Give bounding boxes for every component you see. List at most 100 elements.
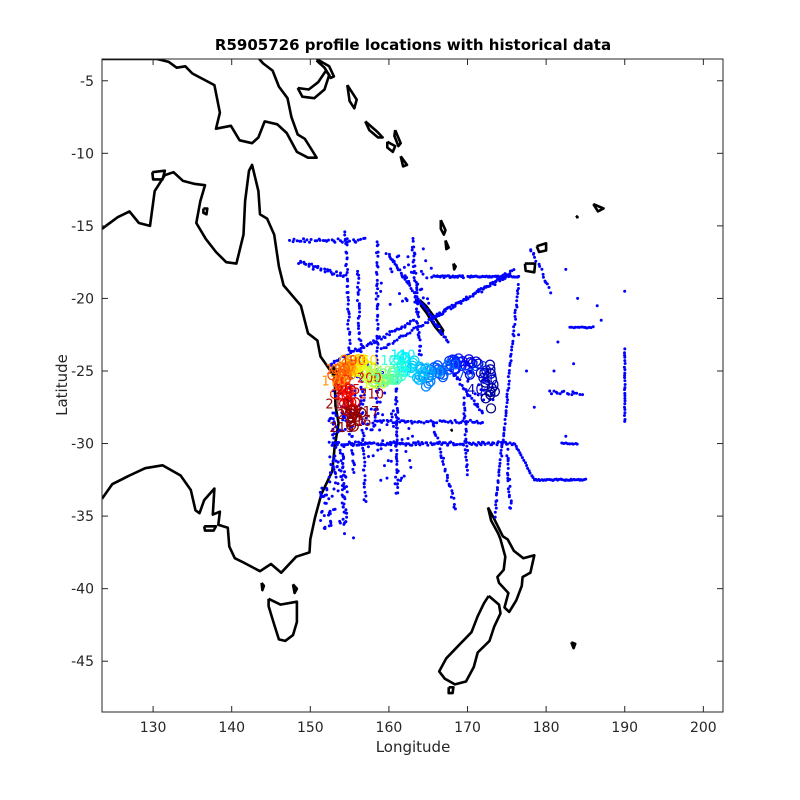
historical-point [334, 425, 338, 429]
profile-location [463, 354, 475, 365]
historical-point [316, 264, 320, 268]
historical-point [552, 369, 556, 373]
historical-point [328, 471, 332, 475]
historical-point [398, 268, 402, 272]
historical-point [343, 233, 347, 237]
historical-point [482, 398, 486, 402]
y-tick-label: -25 [71, 364, 94, 380]
historical-point [332, 359, 336, 363]
historical-point [352, 471, 356, 474]
historical-point [340, 501, 344, 505]
historical-point [347, 432, 351, 436]
historical-point [344, 475, 348, 479]
historical-point [329, 463, 333, 466]
historical-point [412, 318, 416, 322]
historical-point [473, 392, 477, 396]
coastline-vanuatu-1 [439, 219, 447, 236]
historical-point [395, 255, 399, 259]
historical-point [347, 298, 350, 302]
historical-point [493, 283, 497, 287]
historical-point [421, 296, 425, 300]
profile-number-label: 205 [336, 383, 361, 398]
historical-point [514, 444, 518, 448]
historical-point [441, 460, 445, 463]
historical-point [519, 453, 523, 457]
historical-point [359, 342, 363, 346]
historical-point [446, 420, 450, 424]
historical-point [623, 394, 627, 398]
historical-point [341, 457, 345, 461]
historical-point [426, 321, 430, 325]
historical-point [415, 291, 419, 295]
historical-point [436, 441, 440, 445]
historical-point [388, 302, 392, 306]
historical-point [394, 396, 398, 399]
historical-point [331, 441, 335, 445]
historical-point [381, 371, 384, 374]
historical-point [357, 306, 361, 310]
historical-point [340, 488, 344, 492]
historical-point [465, 465, 468, 469]
historical-point [435, 325, 439, 329]
historical-point [405, 442, 409, 446]
historical-point [304, 262, 308, 266]
historical-point [373, 413, 377, 417]
historical-point [346, 322, 350, 326]
historical-point [327, 497, 331, 501]
historical-point [463, 448, 467, 452]
historical-point [477, 408, 481, 412]
historical-point [358, 310, 362, 314]
historical-point [468, 295, 472, 299]
historical-point [513, 308, 517, 312]
historical-point [367, 455, 370, 458]
historical-point [395, 430, 399, 434]
historical-point [338, 521, 342, 525]
historical-point [430, 275, 434, 279]
historical-point [476, 421, 480, 425]
historical-point [328, 417, 332, 421]
historical-point [403, 420, 407, 424]
historical-point [476, 393, 480, 397]
historical-point [400, 476, 404, 480]
historical-point [458, 378, 462, 382]
historical-point [364, 494, 368, 498]
historical-point [357, 443, 361, 447]
historical-point [362, 434, 366, 438]
x-tick-label: 130 [140, 720, 167, 736]
historical-point [498, 461, 502, 465]
historical-point [362, 442, 366, 446]
coastline-kangaroo-island [202, 524, 218, 532]
historical-point [506, 466, 510, 470]
historical-point [623, 347, 627, 351]
profile-number-label: 210 [359, 388, 384, 403]
historical-point [379, 478, 383, 482]
historical-point [407, 427, 411, 430]
profile-location [473, 358, 484, 369]
profile-location [347, 411, 358, 423]
historical-point [622, 365, 626, 369]
historical-point [334, 414, 338, 417]
historical-point [375, 401, 379, 404]
historical-point [512, 325, 516, 329]
coastline-groote-eylandt [202, 207, 209, 216]
historical-point [419, 353, 423, 357]
historical-point [502, 426, 506, 430]
historical-point [378, 428, 382, 432]
historical-point [448, 484, 452, 488]
historical-point [510, 348, 514, 352]
historical-point [504, 411, 508, 415]
historical-point [356, 292, 360, 296]
historical-point [343, 416, 347, 420]
historical-point [334, 394, 338, 398]
historical-point [343, 532, 346, 536]
historical-point [491, 280, 495, 284]
historical-point [343, 427, 347, 431]
historical-point [515, 299, 519, 303]
historical-point [533, 255, 536, 259]
profile-number-label: 200 [357, 372, 382, 387]
profile-number-label: 100 [406, 361, 431, 376]
historical-point [375, 244, 379, 248]
historical-point [288, 238, 291, 242]
historical-point [334, 481, 337, 485]
historical-point [465, 444, 469, 448]
